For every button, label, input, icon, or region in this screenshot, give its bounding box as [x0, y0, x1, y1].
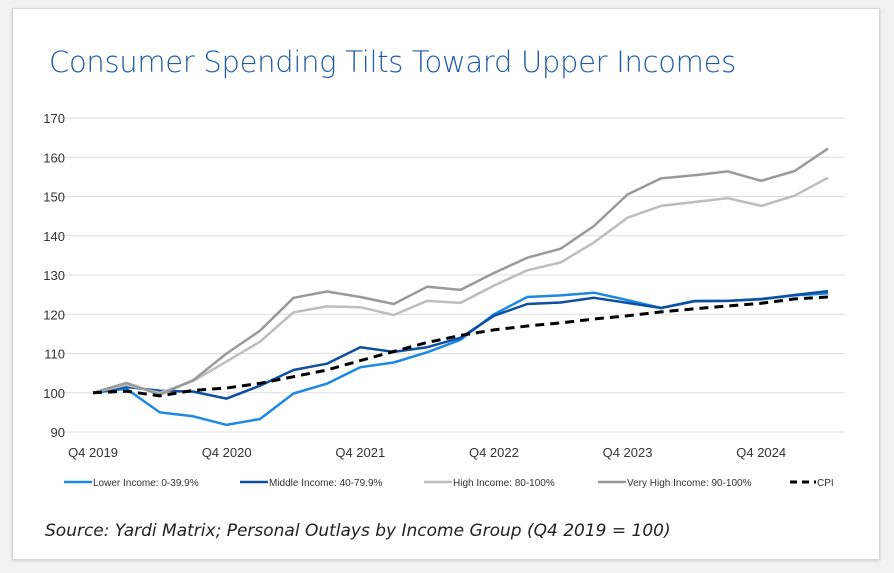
- x-tick-label: Q4 2021: [335, 445, 385, 460]
- series-line-middle-income-40-79-9-: [92, 289, 829, 400]
- chart-title: Consumer Spending Tilts Toward Upper Inc…: [49, 45, 736, 79]
- legend-label: Middle Income: 40-79.9%: [269, 478, 383, 489]
- y-tick-label: 170: [43, 111, 65, 126]
- y-tick-label: 90: [51, 425, 65, 440]
- x-tick-label: Q4 2020: [202, 445, 252, 460]
- series-line-very-high-income-90-100-: [92, 147, 829, 396]
- series-line-cpi: [92, 295, 829, 398]
- x-tick-label: Q4 2023: [603, 445, 653, 460]
- x-tick-label: Q4 2022: [469, 445, 519, 460]
- x-tick-label: Q4 2019: [68, 445, 118, 460]
- legend-label: Very High Income: 90-100%: [627, 478, 752, 489]
- y-tick-label: 120: [43, 307, 65, 322]
- y-tick-label: 140: [43, 229, 65, 244]
- series-line-lower-income-0-39-9-: [92, 291, 829, 427]
- y-tick-label: 160: [43, 150, 65, 165]
- chart-card: Consumer Spending Tilts Toward Upper Inc…: [12, 8, 880, 560]
- y-tick-label: 100: [43, 386, 65, 401]
- chart-source: Source: Yardi Matrix; Personal Outlays b…: [45, 521, 671, 541]
- series-line-high-income-80-100-: [92, 176, 829, 395]
- legend-label: CPI: [817, 478, 834, 489]
- legend-label: Lower Income: 0-39.9%: [93, 478, 199, 489]
- y-tick-label: 130: [43, 268, 65, 283]
- y-tick-label: 150: [43, 190, 65, 205]
- legend-label: High Income: 80-100%: [453, 478, 555, 489]
- x-tick-label: Q4 2024: [736, 445, 786, 460]
- y-tick-label: 110: [44, 347, 65, 362]
